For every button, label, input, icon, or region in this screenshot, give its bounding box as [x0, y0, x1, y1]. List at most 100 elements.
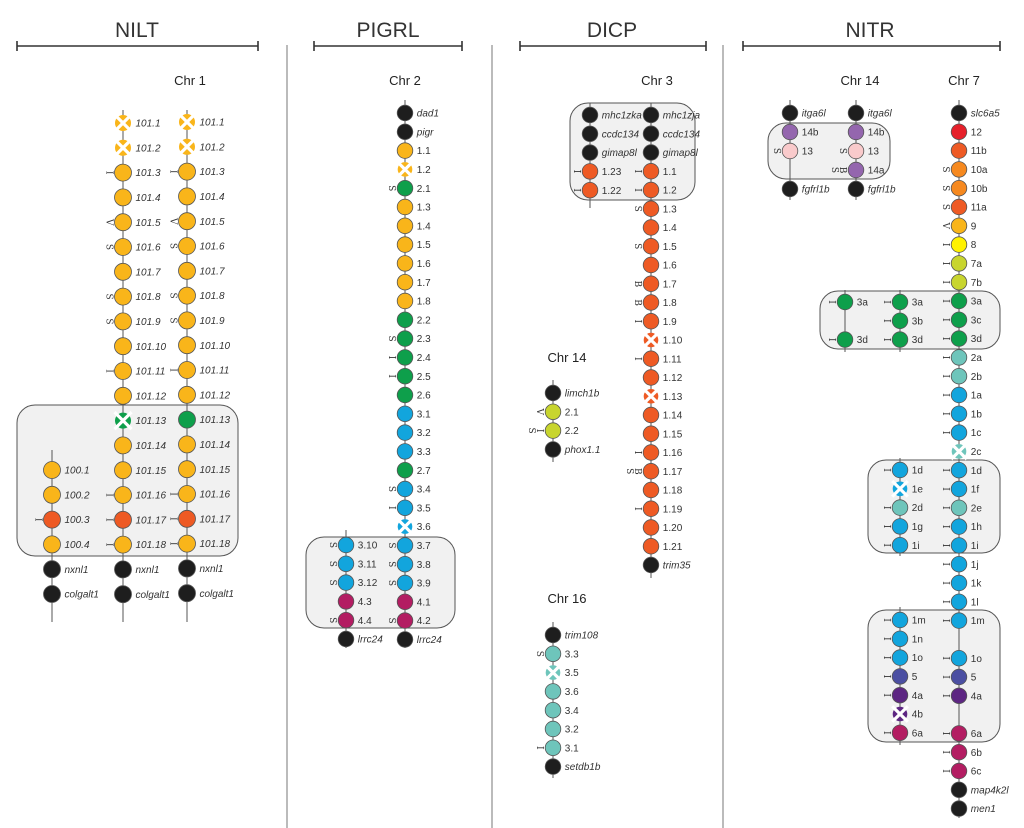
gene-node: 4a I [940, 687, 982, 705]
annotation-mark: I [168, 170, 178, 174]
gene-label: 101.8 [200, 291, 225, 302]
gene-node: 2.7 [396, 462, 431, 479]
annotation-mark: I [940, 299, 950, 303]
gene-node: 101.6 S [104, 238, 161, 256]
gene-circle [114, 337, 132, 356]
gene-circle [396, 292, 414, 310]
gene-label: 101.6 [136, 243, 161, 254]
gene-node: 11b [950, 142, 987, 159]
gene-node: 1m I [881, 611, 926, 629]
gene-label: men1 [971, 804, 996, 815]
annotation-mark: I [881, 319, 891, 323]
flanking-gene: lrrc24 [337, 630, 383, 648]
annotation-mark: S [632, 243, 642, 249]
gene-node: 100.4 [43, 535, 90, 554]
gene-node: 2.1 S [386, 179, 431, 197]
annotation-mark: S [327, 542, 337, 548]
gene-label: 1g [912, 522, 923, 533]
annotation-mark: I [940, 468, 950, 472]
annotation-mark: I [940, 412, 950, 416]
gene-label: 101.17 [200, 514, 231, 525]
flanking-gene: colgalt1 [43, 585, 99, 603]
gene-circle [950, 762, 968, 780]
gene-label: 2.2 [565, 426, 579, 437]
gene-label: 100.4 [65, 540, 90, 551]
gene-circle [396, 255, 414, 272]
gene-node: 2e I [940, 499, 982, 517]
gene-node: 4.4 S [327, 612, 372, 629]
annotation-mark: I [386, 356, 396, 360]
gene-circle [950, 593, 968, 611]
gene-circle [396, 236, 414, 253]
gene-label: 13 [868, 147, 880, 158]
gene-label: 1.10 [663, 336, 683, 347]
flanking-gene: limch1b [544, 384, 600, 402]
annotation-mark: S [632, 206, 642, 212]
annotation-mark: I [940, 393, 950, 397]
gene-circle [950, 311, 968, 329]
gene-circle [114, 585, 132, 604]
gene-circle [396, 123, 414, 141]
gene-label: 1.11 [663, 354, 682, 365]
gene-circle [396, 480, 414, 498]
gene-node: 101.12 [178, 385, 231, 404]
gene-circle [581, 163, 599, 180]
gene-circle [847, 161, 865, 179]
gene-circle [581, 125, 599, 143]
annotation-mark: B [837, 167, 847, 174]
gene-node: 101.16 I [104, 486, 167, 504]
gene-circle [114, 510, 132, 529]
annotation-mark: I [104, 543, 114, 547]
gene-circle [396, 311, 414, 329]
gene-label: 1.19 [663, 504, 683, 515]
gene-circle [544, 739, 562, 757]
gene-node: 1h I [940, 518, 982, 535]
chromosome-track: 100.1 100.2 100.3 I 100.4 nxnl1 colgalt1 [33, 450, 99, 622]
gene-label: 1k [971, 579, 983, 590]
gene-node: 1l I [940, 593, 979, 611]
annotation-mark: I [940, 544, 950, 548]
gene-circle [337, 574, 355, 591]
gene-label: 1e [912, 484, 924, 495]
annotation-mark: S [386, 561, 396, 567]
gene-circle [337, 555, 355, 573]
gene-node: 1a I [940, 386, 982, 404]
gene-circle [178, 286, 196, 305]
flanking-gene: itga6l [781, 104, 826, 122]
gene-node: 1.2 I [632, 181, 677, 199]
gene-circle [396, 368, 414, 385]
flanking-gene: nxnl1 [114, 560, 159, 579]
gene-circle [642, 275, 660, 292]
gene-label: 1c [971, 428, 982, 439]
gene-circle [178, 485, 196, 503]
gene-node: 2.3 S [386, 330, 431, 347]
gene-circle [950, 480, 968, 498]
gene-circle [950, 518, 968, 535]
annotation-mark: I [940, 562, 950, 566]
section-bracket [313, 41, 463, 51]
annotation-mark: I [940, 487, 950, 491]
gene-circle [950, 800, 968, 817]
gene-node: 101.17 I [104, 510, 167, 529]
gene-node: 101.13 [178, 410, 231, 429]
gene-circle [178, 584, 196, 603]
gene-circle [891, 687, 909, 704]
gene-node: 1.8 [396, 292, 431, 310]
gene-circle [178, 410, 196, 429]
annotation-mark: S [534, 651, 544, 657]
gene-label: 4.4 [358, 616, 372, 627]
gene-circle [891, 724, 909, 742]
gene-label: 101.10 [136, 342, 167, 353]
gene-node: 3.6 [544, 683, 579, 700]
gene-circle [642, 219, 660, 236]
gene-circle [114, 386, 132, 405]
gene-label: colgalt1 [200, 589, 234, 600]
gene-node: 1m I [940, 612, 985, 629]
chromosome-label: Chr 16 [547, 591, 586, 606]
gene-circle [950, 744, 968, 761]
gene-label: trim108 [565, 631, 599, 642]
gene-circle [642, 238, 660, 255]
